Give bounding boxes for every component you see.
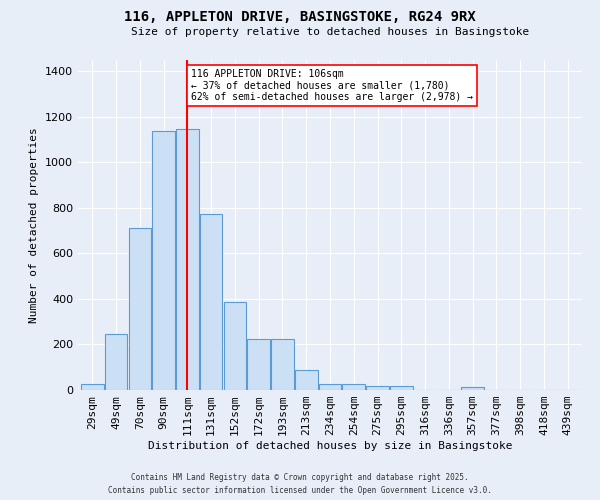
Bar <box>224 302 246 390</box>
Bar <box>271 339 294 390</box>
Text: 116 APPLETON DRIVE: 106sqm
← 37% of detached houses are smaller (1,780)
62% of s: 116 APPLETON DRIVE: 106sqm ← 37% of deta… <box>191 69 473 102</box>
Bar <box>176 130 199 390</box>
Title: Size of property relative to detached houses in Basingstoke: Size of property relative to detached ho… <box>131 27 529 37</box>
Bar <box>152 130 175 390</box>
Bar <box>105 334 127 390</box>
Bar <box>81 384 104 390</box>
Bar <box>390 386 413 390</box>
Bar <box>366 386 389 390</box>
X-axis label: Distribution of detached houses by size in Basingstoke: Distribution of detached houses by size … <box>148 441 512 451</box>
Bar <box>128 228 151 390</box>
Bar <box>461 387 484 390</box>
Text: Contains HM Land Registry data © Crown copyright and database right 2025.
Contai: Contains HM Land Registry data © Crown c… <box>108 474 492 495</box>
Bar <box>319 384 341 390</box>
Y-axis label: Number of detached properties: Number of detached properties <box>29 127 40 323</box>
Bar <box>343 384 365 390</box>
Text: 116, APPLETON DRIVE, BASINGSTOKE, RG24 9RX: 116, APPLETON DRIVE, BASINGSTOKE, RG24 9… <box>124 10 476 24</box>
Bar <box>295 370 317 390</box>
Bar <box>200 214 223 390</box>
Bar <box>247 339 270 390</box>
